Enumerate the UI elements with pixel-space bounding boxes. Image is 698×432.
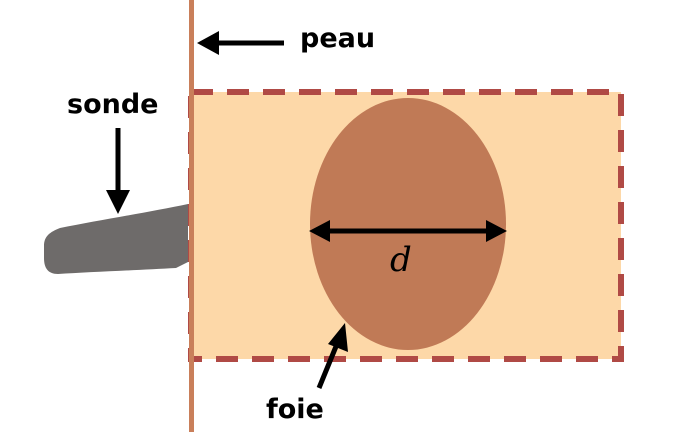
liver-shape: [310, 98, 506, 350]
diameter-arrow: [309, 220, 507, 242]
liver-pointer-arrow: [316, 323, 348, 389]
skin-label: peau: [300, 23, 375, 54]
liver-label: foie: [266, 394, 324, 425]
diameter-label: d: [390, 240, 412, 280]
skin-line: [189, 0, 194, 432]
skin-pointer-arrow: [197, 31, 284, 55]
probe-pointer-arrow: [106, 128, 130, 214]
probe-label: sonde: [67, 89, 158, 120]
probe-shape: [44, 204, 188, 274]
